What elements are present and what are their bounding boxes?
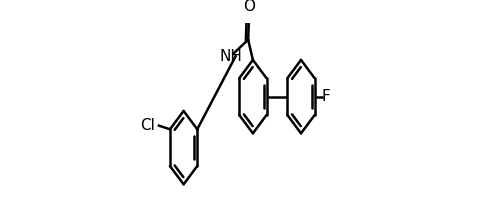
Text: NH: NH [220,49,242,64]
Text: Cl: Cl [140,118,154,133]
Text: F: F [322,89,330,104]
Text: O: O [243,0,255,14]
